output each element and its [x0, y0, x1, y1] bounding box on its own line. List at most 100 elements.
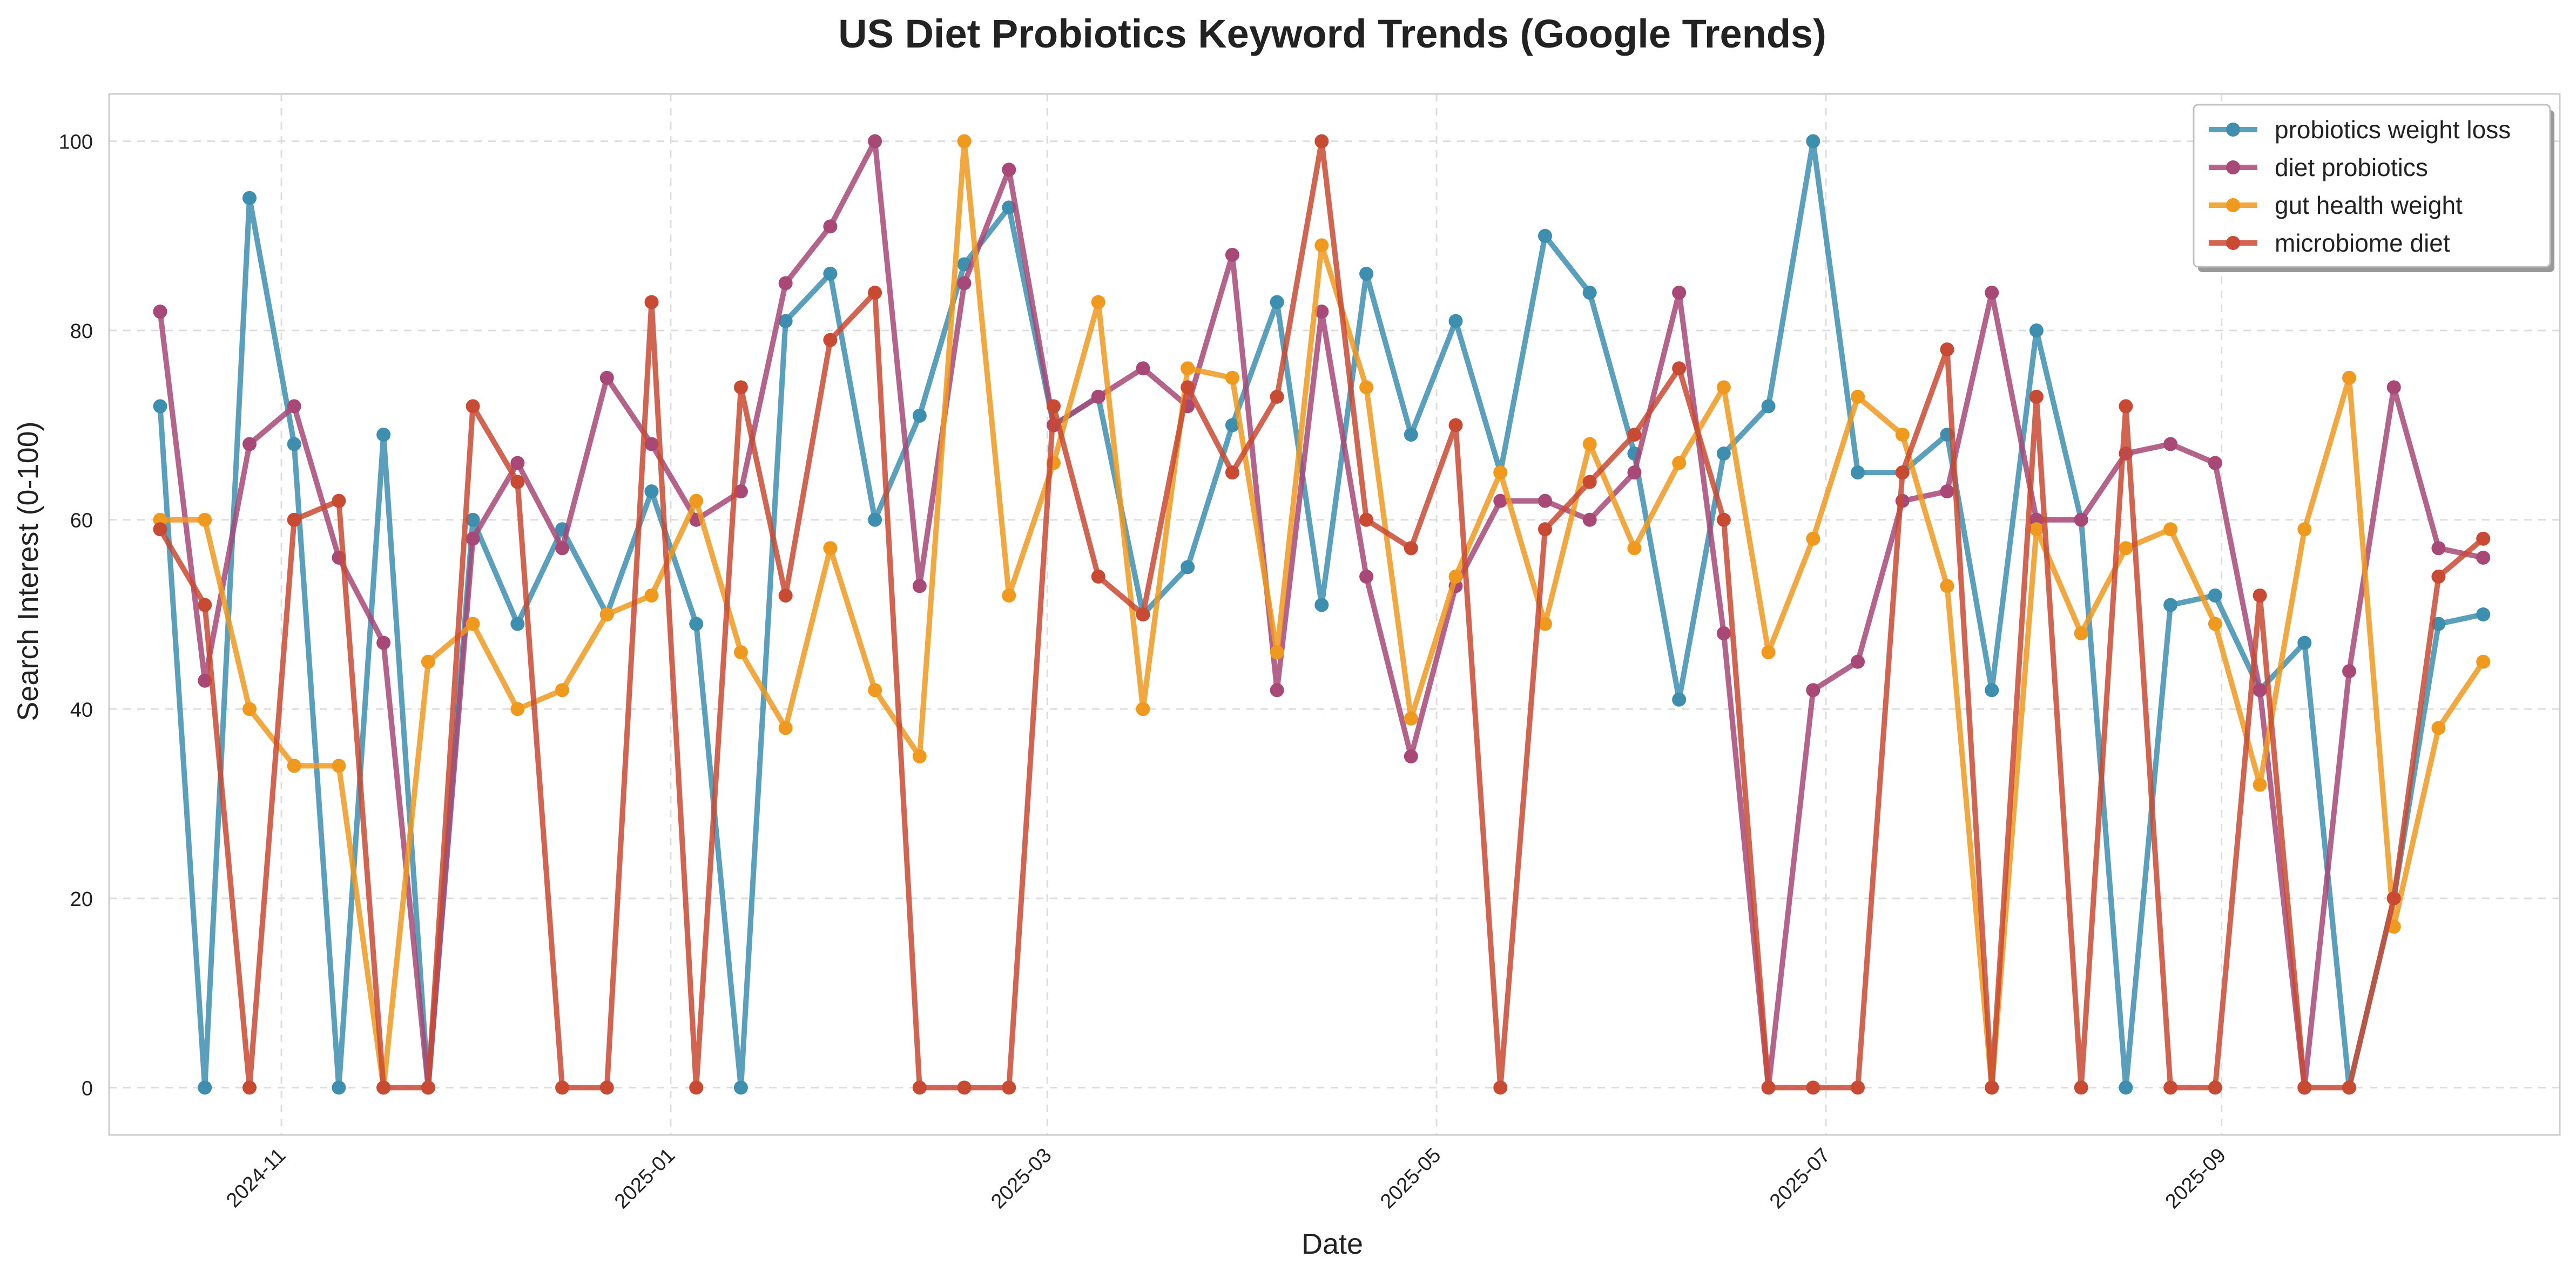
data-point-microbiome-diet	[287, 512, 301, 527]
data-point-probiotics-weight-loss	[644, 484, 659, 499]
data-point-microbiome-diet	[2476, 531, 2491, 546]
legend-marker-diet-probiotics	[2226, 160, 2240, 174]
data-point-gut-health-weight	[1181, 361, 1195, 376]
data-point-probiotics-weight-loss	[1314, 598, 1329, 612]
data-point-microbiome-diet	[153, 522, 167, 537]
data-point-microbiome-diet	[1314, 134, 1329, 148]
data-point-probiotics-weight-loss	[1270, 295, 1284, 309]
data-point-gut-health-weight	[1359, 380, 1374, 395]
data-point-probiotics-weight-loss	[1225, 418, 1239, 432]
data-point-microbiome-diet	[242, 1080, 257, 1095]
data-point-microbiome-diet	[332, 493, 346, 508]
data-point-microbiome-diet	[1895, 465, 1910, 480]
y-tick-label: 40	[70, 699, 93, 721]
data-point-gut-health-weight	[2029, 522, 2044, 537]
data-point-gut-health-weight	[2342, 370, 2357, 385]
data-point-gut-health-weight	[1404, 711, 1418, 726]
data-point-microbiome-diet	[1136, 607, 1150, 621]
data-point-microbiome-diet	[2163, 1080, 2178, 1095]
series-gut-health-weight	[153, 134, 2491, 1095]
data-point-microbiome-diet	[2074, 1080, 2088, 1095]
data-point-diet-probiotics	[466, 531, 480, 546]
data-point-probiotics-weight-loss	[778, 314, 793, 328]
data-point-gut-health-weight	[1761, 645, 1776, 660]
data-point-diet-probiotics	[2342, 664, 2357, 679]
data-point-gut-health-weight	[689, 493, 704, 508]
data-point-microbiome-diet	[1985, 1080, 1999, 1095]
data-point-probiotics-weight-loss	[1359, 267, 1374, 281]
data-point-probiotics-weight-loss	[868, 512, 882, 527]
data-point-probiotics-weight-loss	[2476, 607, 2491, 621]
data-point-diet-probiotics	[1493, 493, 1508, 508]
data-point-microbiome-diet	[733, 380, 748, 395]
data-point-diet-probiotics	[376, 635, 391, 650]
data-point-microbiome-diet	[1047, 399, 1061, 414]
data-point-gut-health-weight	[2297, 522, 2312, 537]
data-point-probiotics-weight-loss	[466, 512, 480, 527]
data-point-diet-probiotics	[1091, 389, 1105, 404]
data-point-probiotics-weight-loss	[1985, 683, 1999, 698]
x-axis-label: Date	[1302, 1228, 1363, 1260]
data-point-diet-probiotics	[644, 437, 659, 451]
data-point-probiotics-weight-loss	[1761, 399, 1776, 414]
data-point-probiotics-weight-loss	[153, 399, 167, 414]
data-point-microbiome-diet	[1716, 512, 1731, 527]
data-point-diet-probiotics	[1985, 286, 1999, 300]
data-point-gut-health-weight	[510, 702, 525, 716]
data-point-probiotics-weight-loss	[1404, 427, 1418, 442]
data-point-gut-health-weight	[1582, 437, 1597, 451]
data-point-microbiome-diet	[376, 1080, 391, 1095]
data-point-gut-health-weight	[957, 134, 972, 148]
data-point-microbiome-diet	[2029, 389, 2044, 404]
data-point-gut-health-weight	[1851, 389, 1865, 404]
legend-marker-microbiome-diet	[2226, 236, 2240, 250]
data-point-probiotics-weight-loss	[1181, 560, 1195, 574]
legend: probiotics weight loss diet probiotics gut…	[2193, 104, 2554, 272]
data-point-probiotics-weight-loss	[823, 267, 838, 281]
data-point-gut-health-weight	[2253, 777, 2267, 792]
data-point-gut-health-weight	[2431, 721, 2446, 735]
y-axis-label: Search Interest (0-100)	[12, 421, 44, 721]
data-point-diet-probiotics	[1002, 163, 1016, 177]
data-point-probiotics-weight-loss	[2029, 323, 2044, 338]
data-point-microbiome-diet	[868, 286, 882, 300]
legend-label-probiotics-weight-loss: probiotics weight loss	[2275, 116, 2511, 144]
data-point-diet-probiotics	[868, 134, 882, 148]
data-point-diet-probiotics	[198, 673, 212, 688]
data-point-microbiome-diet	[1940, 342, 1954, 357]
data-point-diet-probiotics	[2386, 380, 2401, 395]
data-point-gut-health-weight	[421, 654, 435, 669]
data-point-microbiome-diet	[957, 1080, 972, 1095]
data-point-gut-health-weight	[1627, 541, 1642, 556]
data-point-diet-probiotics	[1314, 305, 1329, 319]
data-point-probiotics-weight-loss	[689, 617, 704, 631]
data-point-gut-health-weight	[1136, 702, 1150, 716]
data-point-diet-probiotics	[2208, 456, 2222, 470]
data-point-microbiome-diet	[2208, 1080, 2222, 1095]
legend-box	[2193, 104, 2551, 268]
data-point-probiotics-weight-loss	[2119, 1080, 2133, 1095]
data-point-microbiome-diet	[1359, 512, 1374, 527]
data-point-microbiome-diet	[555, 1080, 570, 1095]
data-point-gut-health-weight	[1895, 427, 1910, 442]
plot-frame	[108, 93, 2561, 1136]
data-point-microbiome-diet	[1806, 1080, 1820, 1095]
y-tick-label: 20	[70, 888, 93, 911]
data-point-gut-health-weight	[466, 617, 480, 631]
data-point-gut-health-weight	[823, 541, 838, 556]
data-point-probiotics-weight-loss	[1582, 286, 1597, 300]
data-point-diet-probiotics	[957, 276, 972, 290]
data-point-diet-probiotics	[287, 399, 301, 414]
data-point-microbiome-diet	[1493, 1080, 1508, 1095]
data-point-gut-health-weight	[1716, 380, 1731, 395]
legend-label-gut-health-weight: gut health weight	[2275, 191, 2463, 219]
data-point-gut-health-weight	[1537, 617, 1552, 631]
data-point-probiotics-weight-loss	[912, 408, 927, 423]
data-point-diet-probiotics	[1404, 749, 1418, 763]
data-point-gut-health-weight	[733, 645, 748, 660]
data-point-gut-health-weight	[599, 607, 614, 621]
data-point-diet-probiotics	[1136, 361, 1150, 376]
data-point-gut-health-weight	[868, 683, 882, 698]
